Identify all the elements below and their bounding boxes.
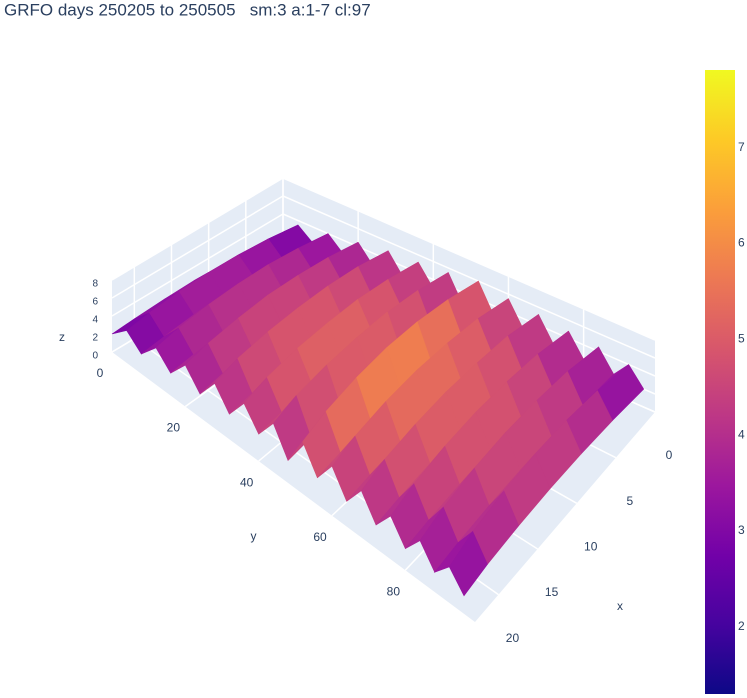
grid-line [111, 177, 284, 281]
surface-patch [448, 530, 488, 597]
y-tick-label: 20 [167, 421, 181, 435]
z-tick-label: 0 [92, 351, 98, 362]
grid-line [111, 195, 284, 299]
colorbar-tick-label: 6 [738, 236, 745, 250]
y-tick-label: 80 [387, 584, 401, 598]
colorbar-tick-label: 7 [738, 140, 745, 154]
chart-title: GRFO days 250205 to 250505 sm:3 a:1-7 cl… [4, 0, 371, 19]
x-tick-label: 20 [506, 631, 520, 645]
colorbar-tick-label: 3 [738, 523, 745, 537]
colorbar-tick-label: 5 [738, 332, 745, 346]
y-tick-label: 60 [313, 530, 327, 544]
z-tick-label: 8 [92, 279, 98, 290]
colorbar-tick-label: 2 [738, 619, 745, 633]
colorbar [705, 70, 735, 694]
y-tick-label: 0 [97, 366, 104, 380]
grid-line [111, 213, 284, 317]
grid-line [282, 177, 656, 341]
z-tick-label: 6 [92, 297, 98, 308]
axis-title: x [617, 599, 623, 613]
colorbar-tick-label: 4 [738, 427, 745, 441]
axis-title: z [59, 330, 65, 344]
z-tick-label: 2 [92, 333, 98, 344]
x-tick-label: 10 [584, 539, 598, 553]
z-tick-label: 4 [92, 315, 98, 326]
x-tick-label: 15 [545, 585, 559, 599]
axis-title: y [251, 529, 257, 543]
x-tick-label: 5 [627, 494, 634, 508]
grid-line [282, 195, 656, 359]
y-tick-label: 40 [240, 475, 254, 489]
x-tick-label: 0 [666, 448, 673, 462]
